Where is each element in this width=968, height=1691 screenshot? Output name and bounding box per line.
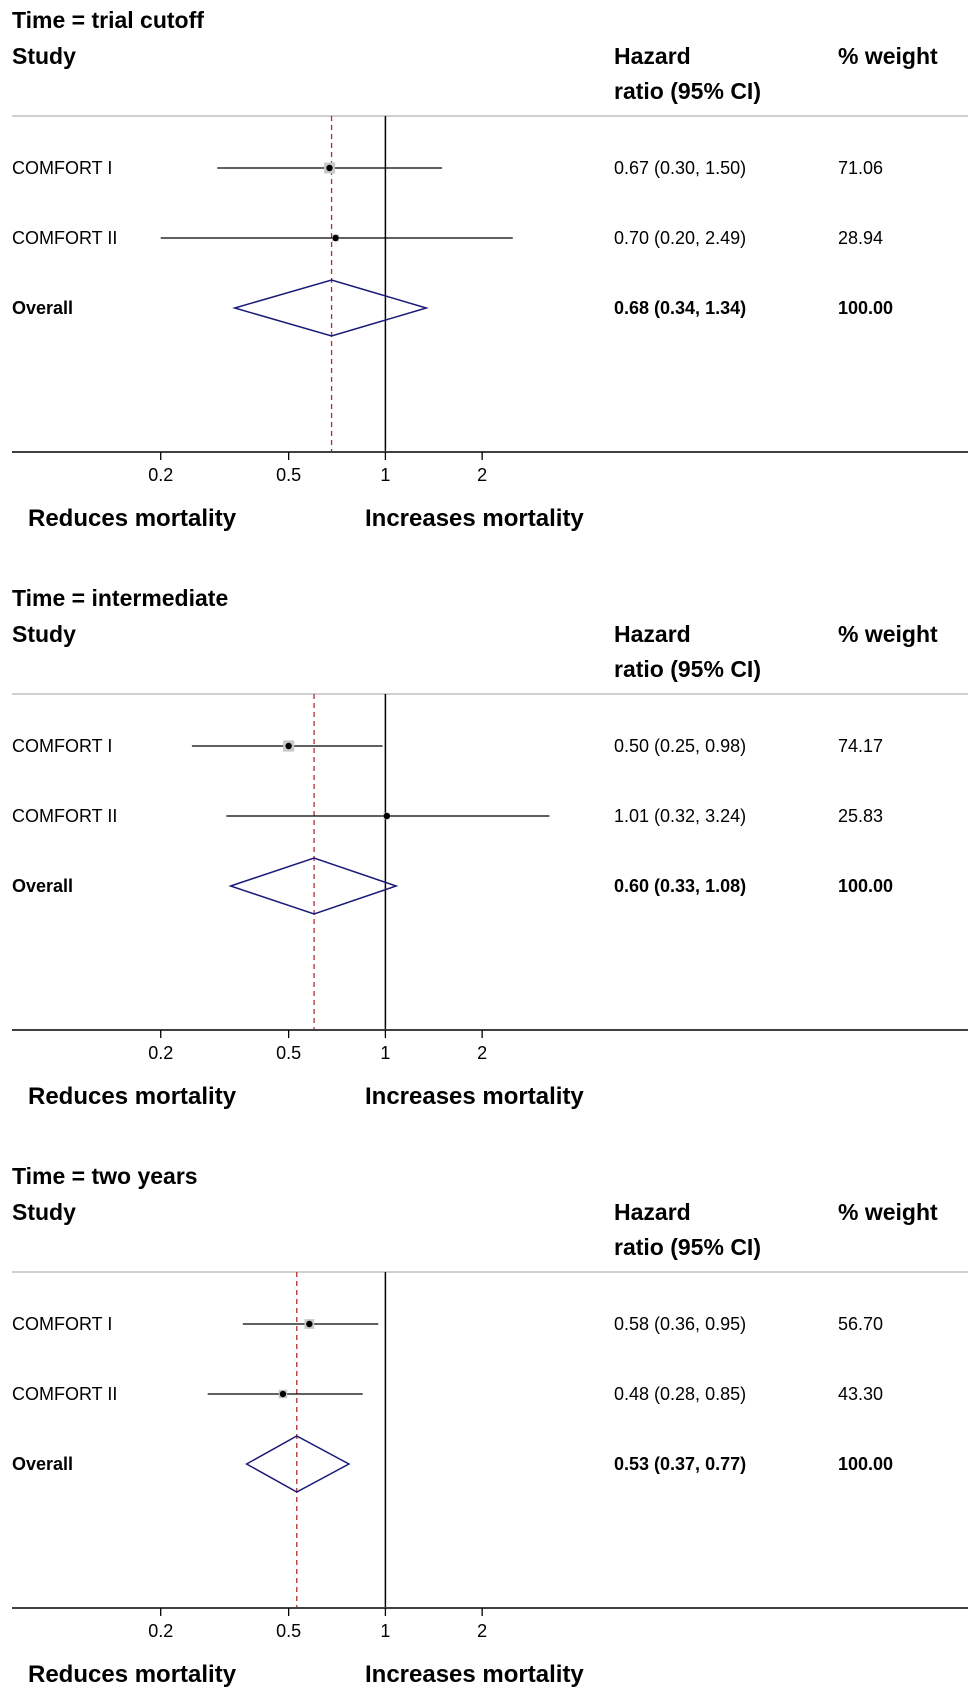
hazard-ratio-ci-text: 0.48 (0.28, 0.85) bbox=[614, 1384, 746, 1404]
point-estimate-marker bbox=[383, 812, 390, 820]
study-column-header: Study bbox=[12, 43, 76, 69]
x-tick-label: 1 bbox=[380, 465, 390, 485]
increases-mortality-label: Increases mortality bbox=[365, 505, 584, 532]
panel-title: Time = intermediate bbox=[12, 585, 228, 611]
overall-label: Overall bbox=[12, 1454, 73, 1474]
panel-title: Time = two years bbox=[12, 1163, 198, 1189]
weight-text: 71.06 bbox=[838, 158, 883, 178]
overall-hazard-ratio-ci-text: 0.53 (0.37, 0.77) bbox=[614, 1454, 746, 1474]
point-estimate-marker bbox=[279, 1390, 287, 1398]
increases-mortality-label: Increases mortality bbox=[365, 1661, 584, 1688]
overall-weight-text: 100.00 bbox=[838, 298, 893, 318]
hazard-ratio-column-header: Hazard bbox=[614, 1199, 691, 1225]
weight-text: 43.30 bbox=[838, 1384, 883, 1404]
reduces-mortality-label: Reduces mortality bbox=[28, 1661, 237, 1688]
panel-title: Time = trial cutoff bbox=[12, 7, 204, 33]
hazard-ratio-ci-text: 1.01 (0.32, 3.24) bbox=[614, 806, 746, 826]
hazard-ratio-column-header-line2: ratio (95% CI) bbox=[614, 656, 761, 682]
point-estimate-marker bbox=[332, 234, 339, 242]
hazard-ratio-column-header-line2: ratio (95% CI) bbox=[614, 1234, 761, 1260]
overall-weight-text: 100.00 bbox=[838, 876, 893, 896]
study-label: COMFORT II bbox=[12, 806, 117, 826]
point-estimate-marker bbox=[285, 742, 292, 750]
x-tick-label: 2 bbox=[477, 1621, 487, 1641]
hazard-ratio-ci-text: 0.50 (0.25, 0.98) bbox=[614, 736, 746, 756]
overall-label: Overall bbox=[12, 298, 73, 318]
study-label: COMFORT II bbox=[12, 1384, 117, 1404]
study-column-header: Study bbox=[12, 621, 76, 647]
weight-text: 56.70 bbox=[838, 1314, 883, 1334]
weight-text: 25.83 bbox=[838, 806, 883, 826]
reduces-mortality-label: Reduces mortality bbox=[28, 1083, 237, 1110]
hazard-ratio-column-header-line2: ratio (95% CI) bbox=[614, 78, 761, 104]
hazard-ratio-ci-text: 0.58 (0.36, 0.95) bbox=[614, 1314, 746, 1334]
weight-column-header: % weight bbox=[838, 43, 938, 69]
point-estimate-marker bbox=[326, 164, 333, 172]
overall-weight-text: 100.00 bbox=[838, 1454, 893, 1474]
overall-diamond bbox=[228, 857, 399, 915]
increases-mortality-label: Increases mortality bbox=[365, 1083, 584, 1110]
study-column-header: Study bbox=[12, 1199, 76, 1225]
x-tick-label: 1 bbox=[380, 1621, 390, 1641]
overall-diamond bbox=[245, 1435, 351, 1493]
study-label: COMFORT II bbox=[12, 228, 117, 248]
x-tick-label: 0.2 bbox=[148, 1043, 173, 1063]
forest-panel: Time = two years Study Hazard ratio (95% CI… bbox=[12, 1163, 968, 1688]
x-tick-label: 0.2 bbox=[148, 1621, 173, 1641]
point-estimate-marker bbox=[306, 1320, 313, 1328]
x-tick-label: 2 bbox=[477, 1043, 487, 1063]
x-tick-label: 0.5 bbox=[276, 465, 301, 485]
study-label: COMFORT I bbox=[12, 1314, 112, 1334]
weight-column-header: % weight bbox=[838, 1199, 938, 1225]
overall-hazard-ratio-ci-text: 0.68 (0.34, 1.34) bbox=[614, 298, 746, 318]
overall-label: Overall bbox=[12, 876, 73, 896]
x-tick-label: 2 bbox=[477, 465, 487, 485]
x-tick-label: 0.5 bbox=[276, 1621, 301, 1641]
forest-panel: Time = intermediate Study Hazard ratio (95%… bbox=[12, 585, 968, 1110]
x-tick-label: 0.2 bbox=[148, 465, 173, 485]
hazard-ratio-ci-text: 0.70 (0.20, 2.49) bbox=[614, 228, 746, 248]
x-tick-label: 0.5 bbox=[276, 1043, 301, 1063]
forest-panel: Time = trial cutoff Study Hazard ratio (95%… bbox=[12, 7, 968, 532]
weight-text: 28.94 bbox=[838, 228, 883, 248]
x-tick-label: 1 bbox=[380, 1043, 390, 1063]
hazard-ratio-ci-text: 0.67 (0.30, 1.50) bbox=[614, 158, 746, 178]
hazard-ratio-column-header: Hazard bbox=[614, 621, 691, 647]
overall-hazard-ratio-ci-text: 0.60 (0.33, 1.08) bbox=[614, 876, 746, 896]
weight-column-header: % weight bbox=[838, 621, 938, 647]
hazard-ratio-column-header: Hazard bbox=[614, 43, 691, 69]
study-label: COMFORT I bbox=[12, 158, 112, 178]
study-label: COMFORT I bbox=[12, 736, 112, 756]
reduces-mortality-label: Reduces mortality bbox=[28, 505, 237, 532]
weight-text: 74.17 bbox=[838, 736, 883, 756]
overall-diamond bbox=[232, 279, 429, 337]
